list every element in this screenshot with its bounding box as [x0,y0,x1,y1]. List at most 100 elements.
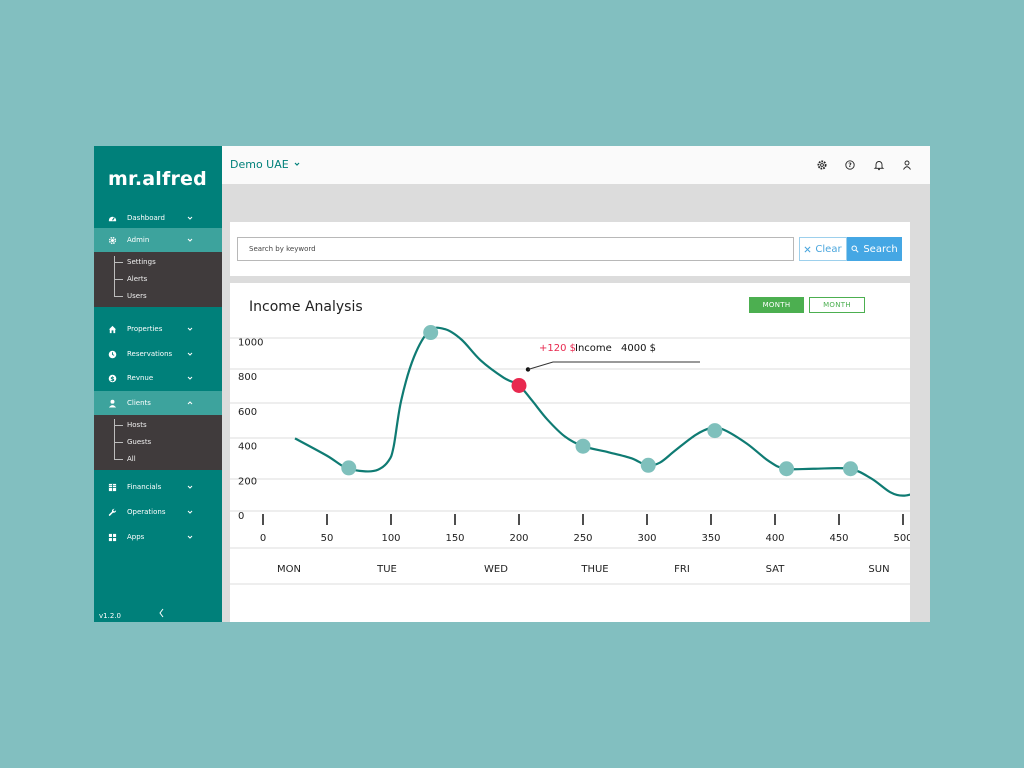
tree-tick [114,279,123,280]
tree-tick [114,442,123,443]
search-icon [851,245,859,253]
y-tick-label: 1000 [238,338,263,349]
sidebar-item-label: Apps [127,533,145,541]
x-tick-label: 150 [445,533,464,544]
x-tick-label: 200 [509,533,528,544]
x-tick-label: 450 [829,533,848,544]
gauge-icon [108,214,117,223]
y-tick-label: 200 [238,476,257,487]
day-label: WED [484,564,508,575]
x-tick-label: 350 [701,533,720,544]
sidebar-item-admin[interactable]: Admin [94,228,222,252]
gear-icon [108,236,117,245]
sidebar: mr.alfred Dashboard Admin Settings Alert… [94,146,222,622]
data-point [707,423,723,439]
sidebar-item-dashboard[interactable]: Dashboard [94,206,222,230]
search-input[interactable] [237,237,794,261]
data-point [779,461,795,477]
y-tick-label: 800 [238,372,257,383]
annotation-delta: +120 $ [539,343,576,354]
svg-text:?: ? [848,162,852,169]
clear-button[interactable]: Clear [799,237,847,261]
search-button[interactable]: Search [847,237,902,261]
organization-selector[interactable]: Demo UAE [230,158,289,171]
apps-icon [108,533,117,542]
dollar-icon: $ [108,374,117,383]
submenu-admin: Settings Alerts Users [94,252,222,307]
day-label: SAT [766,564,786,575]
sidebar-item-operations[interactable]: Operations [94,500,222,524]
x-tick-label: 0 [260,533,266,544]
data-point [843,461,859,477]
user-icon[interactable] [901,159,913,171]
app-window: mr.alfred Dashboard Admin Settings Alert… [94,146,930,622]
data-point [341,460,357,476]
sidebar-item-clients[interactable]: Clients [94,391,222,415]
submenu-item-alerts[interactable]: Alerts [127,275,148,283]
x-tick-label: 300 [637,533,656,544]
period-toggle-secondary[interactable]: MONTH [809,297,865,313]
data-point [423,325,439,341]
income-analysis-panel: 0 200 400 600 800 1000 0 50 100 150 200 250 300 350 40… [230,283,910,622]
chevron-down-icon [187,327,193,331]
tree-tick [114,425,123,426]
chevron-down-icon [187,216,193,220]
sidebar-item-financials[interactable]: Financials [94,475,222,499]
chevron-up-icon [187,401,193,405]
top-bar: Demo UAE ? [222,146,930,184]
x-tick-label: 50 [321,533,334,544]
wrench-icon [108,508,117,517]
app-version: v1.2.0 [99,612,121,620]
y-tick-label: 400 [238,442,257,453]
annotation-anchor [525,367,531,372]
chart-title: Income Analysis [249,299,363,315]
day-label: SUN [868,564,889,575]
sidebar-item-apps[interactable]: Apps [94,525,222,549]
bell-icon[interactable] [873,159,885,171]
home-icon [108,325,117,334]
data-point [640,457,656,473]
chevron-down-icon[interactable] [294,161,300,167]
period-toggle-primary[interactable]: MONTH [749,297,804,313]
x-tick-label: 100 [381,533,400,544]
income-chart: 0 200 400 600 800 1000 0 50 100 150 200 250 300 350 40… [230,325,910,585]
clear-button-label: Clear [815,243,842,255]
submenu-item-settings[interactable]: Settings [127,258,156,266]
sidebar-item-label: Admin [127,236,150,244]
brand-logo[interactable]: mr.alfred [108,168,207,190]
tree-line [114,419,124,459]
collapse-sidebar-icon[interactable] [158,608,165,620]
chevron-down-icon [187,352,193,356]
svg-text:$: $ [110,375,114,382]
user-icon [108,399,117,408]
sidebar-item-reservations[interactable]: Reservations [94,342,222,366]
submenu-clients: Hosts Guests All [94,415,222,470]
annotation-leader [527,361,700,370]
submenu-item-users[interactable]: Users [127,292,147,300]
y-tick-label: 600 [238,407,257,418]
annotation-value: 4000 $ [621,343,656,354]
day-label: FRI [674,564,690,575]
tree-tick [114,296,123,297]
tree-tick [114,262,123,263]
sidebar-item-label: Financials [127,483,162,491]
x-tick-label: 500 [893,533,910,544]
submenu-item-all[interactable]: All [127,455,136,463]
data-point [575,438,591,454]
day-label: MON [277,564,301,575]
tree-line [114,256,124,296]
submenu-item-hosts[interactable]: Hosts [127,421,147,429]
grid-icon [108,483,117,492]
sidebar-item-label: Operations [127,508,166,516]
chevron-down-icon [187,510,193,514]
chevron-down-icon [187,238,193,242]
sidebar-item-label: Dashboard [127,214,165,222]
sidebar-item-revenue[interactable]: $ Revnue [94,366,222,390]
help-icon[interactable]: ? [844,159,856,171]
chevron-down-icon [187,485,193,489]
submenu-item-guests[interactable]: Guests [127,438,152,446]
tree-tick [114,459,123,460]
gear-icon[interactable] [816,159,828,171]
chevron-down-icon [187,376,193,380]
sidebar-item-properties[interactable]: Properties [94,317,222,341]
